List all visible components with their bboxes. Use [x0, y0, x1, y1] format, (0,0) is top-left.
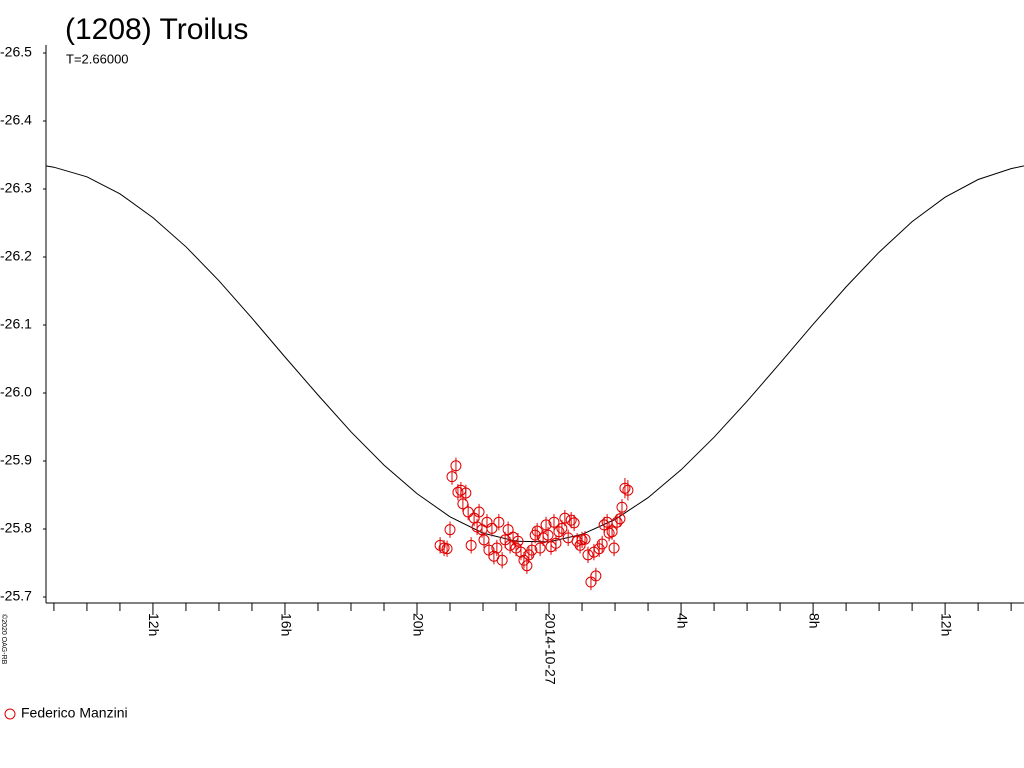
data-point: [446, 471, 458, 483]
data-point: [444, 524, 456, 536]
data-point: [616, 501, 628, 513]
data-point: [460, 487, 472, 499]
data-point: [540, 519, 552, 531]
data-point: [553, 526, 565, 538]
data-point: [614, 513, 626, 525]
y-tick-label: -26.0: [0, 384, 32, 400]
data-point: [611, 516, 623, 528]
data-point: [526, 544, 538, 556]
data-point: [441, 543, 453, 555]
data-point: [608, 542, 620, 554]
data-point: [619, 482, 631, 494]
x-tick-label: 12h: [938, 613, 954, 636]
data-point: [582, 549, 594, 561]
data-point: [542, 529, 554, 541]
data-point: [556, 522, 568, 534]
data-point: [462, 506, 474, 518]
x-tick-label: 2014-10-27: [542, 613, 558, 685]
fit-curve: [45, 165, 1024, 543]
data-point: [548, 516, 560, 528]
y-tick-label: -26.3: [0, 180, 32, 196]
data-point: [521, 560, 533, 572]
chart-subtitle: T=2.66000: [66, 51, 129, 66]
data-point: [565, 514, 577, 526]
data-point: [590, 570, 602, 582]
y-tick-label: -26.4: [0, 112, 32, 128]
x-tick-label: 8h: [806, 613, 822, 629]
x-tick-label: 12h: [146, 613, 162, 636]
data-point: [579, 533, 591, 545]
x-tick-label: 20h: [410, 613, 426, 636]
y-tick-label: -25.7: [0, 588, 32, 604]
data-point: [512, 535, 524, 547]
data-point: [515, 546, 527, 558]
data-point: [473, 506, 485, 518]
y-tick-label: -26.2: [0, 248, 32, 264]
data-point: [534, 542, 546, 554]
y-tick-label: -26.5: [0, 44, 32, 60]
data-point: [465, 539, 477, 551]
y-tick-label: -25.9: [0, 452, 32, 468]
legend-marker: [4, 708, 16, 720]
data-point: [486, 522, 498, 534]
x-tick-label: 4h: [674, 613, 690, 629]
x-tick-label: 16h: [278, 613, 294, 636]
data-point: [568, 517, 580, 529]
chart-title: (1208) Troilus: [65, 13, 248, 46]
data-point: [596, 538, 608, 550]
data-point: [531, 525, 543, 537]
legend-label: Federico Manzini: [21, 705, 128, 721]
data-point: [496, 554, 508, 566]
data-point: [491, 542, 503, 554]
data-point: [493, 516, 505, 528]
data-point: [452, 486, 464, 498]
data-point: [478, 534, 490, 546]
data-point: [606, 526, 618, 538]
data-point: [622, 484, 634, 496]
data-point: [450, 460, 462, 472]
data-point: [559, 512, 571, 524]
data-point: [550, 537, 562, 549]
copyright: ©2020 OAG-RB: [0, 614, 8, 665]
y-tick-label: -26.1: [0, 316, 32, 332]
y-tick-label: -25.8: [0, 520, 32, 536]
